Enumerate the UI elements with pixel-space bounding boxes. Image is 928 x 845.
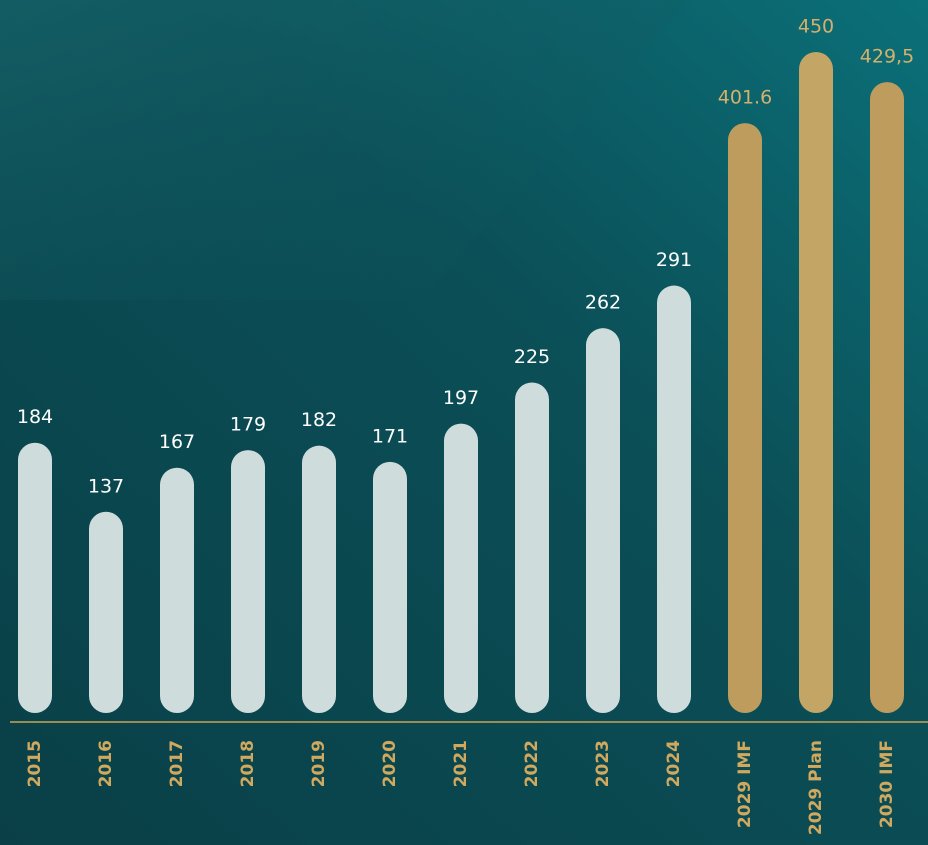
value-label: 401.6 xyxy=(718,87,772,109)
x-tick-label: 2024 xyxy=(664,740,684,787)
x-tick-label: 2030 IMF xyxy=(877,740,897,828)
x-tick-label: 2018 xyxy=(238,740,258,787)
value-label: 450 xyxy=(798,16,834,38)
value-label: 179 xyxy=(230,414,266,436)
value-label: 197 xyxy=(443,387,479,409)
bar xyxy=(89,511,123,713)
value-label: 225 xyxy=(514,346,550,368)
bar xyxy=(799,52,833,713)
x-tick-label: 2015 xyxy=(25,740,45,787)
value-label: 291 xyxy=(656,249,692,271)
bar xyxy=(160,467,194,713)
value-label: 167 xyxy=(159,431,195,453)
x-tick-label: 2016 xyxy=(96,740,116,787)
value-label: 137 xyxy=(88,475,124,497)
bar xyxy=(870,82,904,713)
x-tick-label: 2029 Plan xyxy=(806,740,826,835)
value-label: 184 xyxy=(17,406,53,428)
building-overlay xyxy=(0,0,690,300)
bar xyxy=(18,442,52,713)
x-tick-label: 2023 xyxy=(593,740,613,787)
bar xyxy=(302,445,336,713)
value-label: 182 xyxy=(301,409,337,431)
value-label: 429,5 xyxy=(860,46,914,68)
x-tick-label: 2017 xyxy=(167,740,187,787)
value-label: 171 xyxy=(372,425,408,447)
bar xyxy=(728,123,762,713)
x-tick-label: 2020 xyxy=(380,740,400,787)
x-tick-label: 2022 xyxy=(522,740,542,787)
bar xyxy=(586,328,620,713)
value-label: 262 xyxy=(585,292,621,314)
x-tick-label: 2019 xyxy=(309,740,329,787)
bar xyxy=(373,461,407,713)
bar xyxy=(444,423,478,713)
bar xyxy=(515,382,549,713)
bar xyxy=(231,450,265,713)
x-tick-label: 2029 IMF xyxy=(735,740,755,828)
x-tick-label: 2021 xyxy=(451,740,471,787)
bar xyxy=(657,285,691,713)
